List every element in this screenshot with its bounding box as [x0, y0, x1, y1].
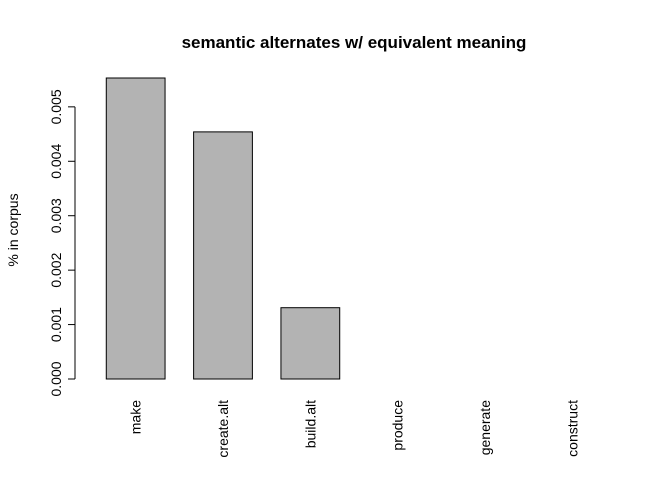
category-label-produce: produce [390, 400, 406, 451]
category-label-create-alt: create.alt [215, 400, 231, 458]
bar-build-alt [280, 307, 341, 380]
y-axis-label: % in corpus [5, 193, 21, 266]
category-label-build-alt: build.alt [302, 400, 318, 448]
category-labels: make create.alt build.alt produce generate co… [128, 400, 581, 458]
category-label-construct: construct [564, 400, 580, 457]
category-label-generate: generate [477, 400, 493, 455]
y-tick-label: 0.001 [48, 307, 64, 342]
bar-make [105, 77, 166, 380]
y-axis: 0.000 0.001 0.002 0.003 0.004 0.005 [48, 89, 76, 397]
category-label-make: make [128, 400, 144, 434]
bars [105, 77, 341, 380]
y-tick-label: 0.000 [48, 361, 64, 396]
y-tick-label: 0.005 [48, 89, 64, 124]
bar-create-alt [193, 131, 253, 380]
y-tick-label: 0.003 [48, 198, 64, 233]
chart-title: semantic alternates w/ equivalent meanin… [182, 33, 527, 52]
y-tick-label: 0.002 [48, 252, 64, 287]
y-tick-label: 0.004 [48, 144, 64, 179]
